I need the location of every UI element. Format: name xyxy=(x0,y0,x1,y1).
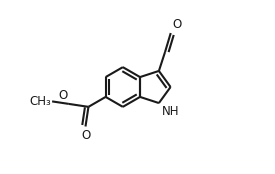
Text: O: O xyxy=(172,18,182,31)
Text: CH₃: CH₃ xyxy=(29,95,51,108)
Text: O: O xyxy=(59,89,68,102)
Text: O: O xyxy=(81,129,90,142)
Text: NH: NH xyxy=(161,105,179,118)
